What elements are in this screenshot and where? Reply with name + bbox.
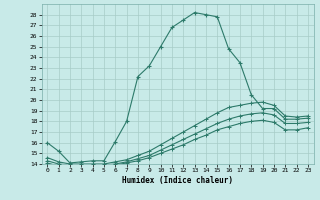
X-axis label: Humidex (Indice chaleur): Humidex (Indice chaleur) bbox=[122, 176, 233, 185]
